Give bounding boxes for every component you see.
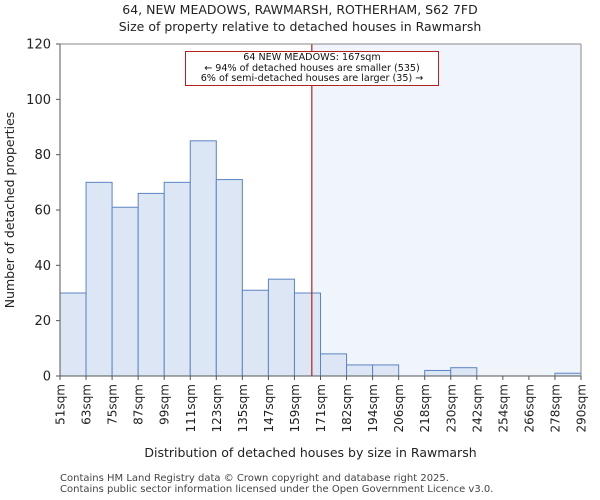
x-tick-label: 63sqm [80,384,94,425]
x-tick-label: 123sqm [210,384,224,432]
bar-218sqm [424,369,452,377]
bar-230sqm [450,367,478,377]
bar-87sqm [137,192,165,377]
histogram-chart: 0 20 40 60 80 100 120 51sqm 63sqm 75sqm 87sqm 99sqm… [2,38,589,461]
annotation-smaller: ← 94% of detached houses are smaller (53… [204,62,420,74]
y-tick-label: 100 [26,93,51,108]
bar-75sqm [111,206,139,377]
y-tick-label: 60 [34,204,51,219]
x-tick-label: 87sqm [132,384,146,425]
x-tick-label: 266sqm [522,384,536,432]
x-tick-label: 51sqm [54,384,68,425]
bar-51sqm [59,292,87,377]
x-tick-label: 99sqm [158,384,172,425]
chart-subtitle: Size of property relative to detached ho… [118,19,482,34]
x-tick-label: 171sqm [314,384,328,432]
x-tick-label: 182sqm [340,384,354,432]
y-tick-label: 40 [34,259,51,274]
y-tick-label: 80 [34,148,51,163]
bar-99sqm [163,181,191,377]
marker-annotation: 64 NEW MEADOWS: 167sqm ← 94% of detached… [185,51,439,86]
y-axis-label: Number of detached properties [2,112,17,309]
x-tick-label: 242sqm [470,384,484,432]
bar-135sqm [241,289,269,377]
bar-194sqm [372,364,400,377]
chart-title: 64, NEW MEADOWS, RAWMARSH, ROTHERHAM, S6… [122,2,478,17]
x-tick-label: 111sqm [184,384,198,432]
annotation-title: 64 NEW MEADOWS: 167sqm [243,52,381,63]
x-tick-label: 278sqm [548,384,562,432]
annotation-larger: 6% of semi-detached houses are larger (3… [200,73,424,84]
footer-line-2: Contains public sector information licen… [60,484,494,495]
footer-line-1: Contains HM Land Registry data © Crown c… [60,473,449,484]
bar-63sqm [85,181,113,377]
bar-123sqm [215,179,243,377]
bar-182sqm [346,364,374,377]
x-tick-label: 254sqm [496,384,510,432]
highlight-region [311,44,581,376]
x-tick-label: 147sqm [262,384,276,432]
bar-159sqm [293,292,322,377]
x-tick-label: 159sqm [288,384,302,432]
y-tick-label: 20 [34,314,51,329]
x-tick-label: 218sqm [418,384,432,432]
x-tick-label: 75sqm [106,384,120,425]
y-tick-label: 120 [26,38,51,53]
y-tick-label: 0 [43,370,51,385]
x-axis-label: Distribution of detached houses by size … [144,445,476,460]
bar-111sqm [189,140,217,377]
x-tick-label: 290sqm [575,384,589,432]
x-tick-label: 135sqm [236,384,250,432]
bar-171sqm [320,353,348,377]
x-tick-label: 206sqm [392,384,406,432]
bar-147sqm [267,278,295,377]
x-tick-label: 194sqm [366,384,380,432]
x-tick-label: 230sqm [444,384,458,432]
